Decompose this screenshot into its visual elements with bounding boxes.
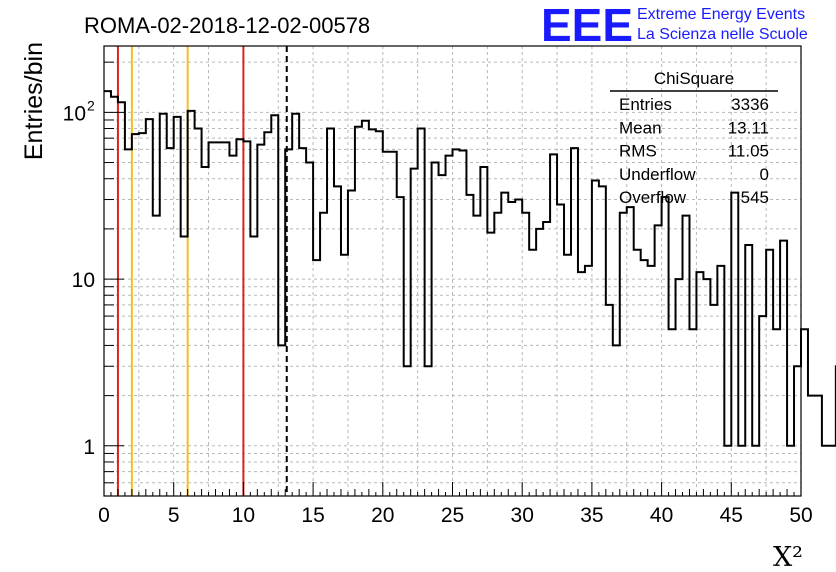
- stats-header: ChiSquare: [654, 69, 734, 88]
- x-tick-labels: 0 5 10 15 20 25 30 35 40 45 50: [98, 504, 813, 527]
- y-tick-label: 10: [72, 269, 95, 292]
- stats-row-label: Entries: [619, 95, 672, 114]
- reference-lines: [116, 46, 288, 496]
- stats-row-value: 0: [760, 165, 769, 184]
- eee-logo: EEE Extreme Energy Events La Scienza nel…: [541, 0, 808, 51]
- x-tick-label: 35: [580, 504, 603, 527]
- y-tick-label: 1: [83, 436, 95, 459]
- y-axis-label: Entries/bin: [20, 42, 48, 160]
- stats-row-label: RMS: [619, 142, 657, 161]
- x-axis-label: X²: [773, 542, 803, 572]
- y-tick-label: 10: [63, 102, 86, 125]
- x-tick-label: 5: [168, 504, 180, 527]
- y-tick-label-exponent: 2: [87, 97, 95, 113]
- stats-row-label: Overflow: [619, 188, 687, 207]
- x-tick-label: 50: [789, 504, 812, 527]
- x-tick-label: 30: [511, 504, 534, 527]
- x-tick-label: 15: [301, 504, 324, 527]
- stats-row-value: 11.05: [728, 142, 769, 161]
- logo-mark: EEE: [541, 0, 633, 51]
- x-tick-label: 40: [650, 504, 673, 527]
- grid-lines: [104, 46, 801, 497]
- chart-title: ROMA-02-2018-12-02-00578: [84, 13, 370, 38]
- x-tick-label: 10: [232, 504, 255, 527]
- stats-box: ChiSquare Entries 3336 Mean 13.11 RMS 11.05 Un…: [610, 69, 778, 207]
- histogram-step-line: [104, 90, 836, 447]
- logo-line1: Extreme Energy Events: [637, 6, 805, 23]
- stats-row-value: 13.11: [728, 118, 769, 137]
- stats-row-value: 545: [741, 188, 769, 207]
- x-tick-label: 45: [720, 504, 743, 527]
- stats-row-label: Mean: [619, 118, 662, 137]
- x-tick-label: 20: [371, 504, 394, 527]
- stats-row-label: Underflow: [619, 165, 696, 184]
- x-tick-label: 0: [98, 504, 110, 527]
- x-tick-label: 25: [441, 504, 464, 527]
- axis-ticks: [103, 61, 802, 497]
- logo-line2: La Scienza nelle Scuole: [637, 26, 808, 43]
- stats-row-value: 3336: [731, 95, 769, 114]
